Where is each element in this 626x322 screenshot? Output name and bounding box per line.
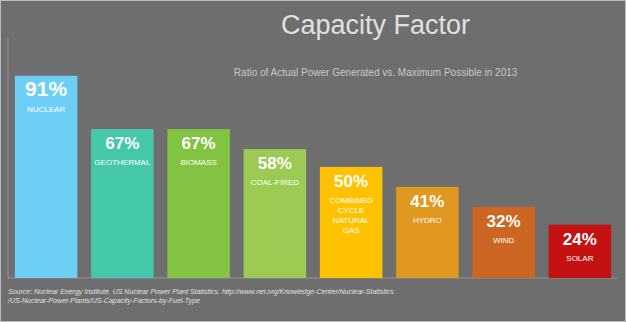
data-label: 67%	[182, 134, 216, 153]
bars	[15, 76, 611, 278]
chart: 91% NUCLEAR 67% GEOTHERMAL 67% BIOMASS 58% COAL…	[0, 0, 626, 322]
data-label: 58%	[258, 154, 292, 173]
category-label: COAL-FIRED	[251, 178, 300, 187]
category-label: HYDRO	[413, 216, 442, 225]
category-label: WIND	[493, 236, 515, 245]
data-label: 50%	[334, 172, 368, 191]
data-label: 91%	[25, 77, 67, 100]
category-label: GEOTHERMAL	[94, 158, 151, 167]
data-label: 32%	[487, 212, 521, 231]
bar	[320, 167, 383, 278]
bar	[91, 129, 154, 278]
data-label: 41%	[410, 192, 444, 211]
bar	[167, 129, 230, 278]
subtitle: Ratio of Actual Power Generated vs. Maxi…	[234, 67, 518, 78]
data-label: 67%	[105, 134, 139, 153]
bar	[396, 187, 459, 278]
category-label: SOLAR	[566, 254, 593, 263]
background	[1, 1, 626, 322]
labels: 91% NUCLEAR 67% GEOTHERMAL 67% BIOMASS 58% COAL…	[25, 77, 597, 263]
bar	[244, 149, 307, 278]
y-axis-line	[8, 38, 9, 278]
category-label: BIOMASS	[180, 158, 216, 167]
source: Source: Nuclear Energy Institute. US Nuc…	[7, 288, 394, 305]
title: Capacity Factor	[281, 10, 470, 40]
category-label: NUCLEAR	[27, 105, 65, 114]
category-label: COMBINEDCYCLENATURALGAS	[330, 196, 373, 235]
bar	[549, 225, 612, 278]
bar	[15, 76, 78, 278]
data-label: 24%	[563, 230, 597, 249]
bar	[472, 207, 535, 278]
